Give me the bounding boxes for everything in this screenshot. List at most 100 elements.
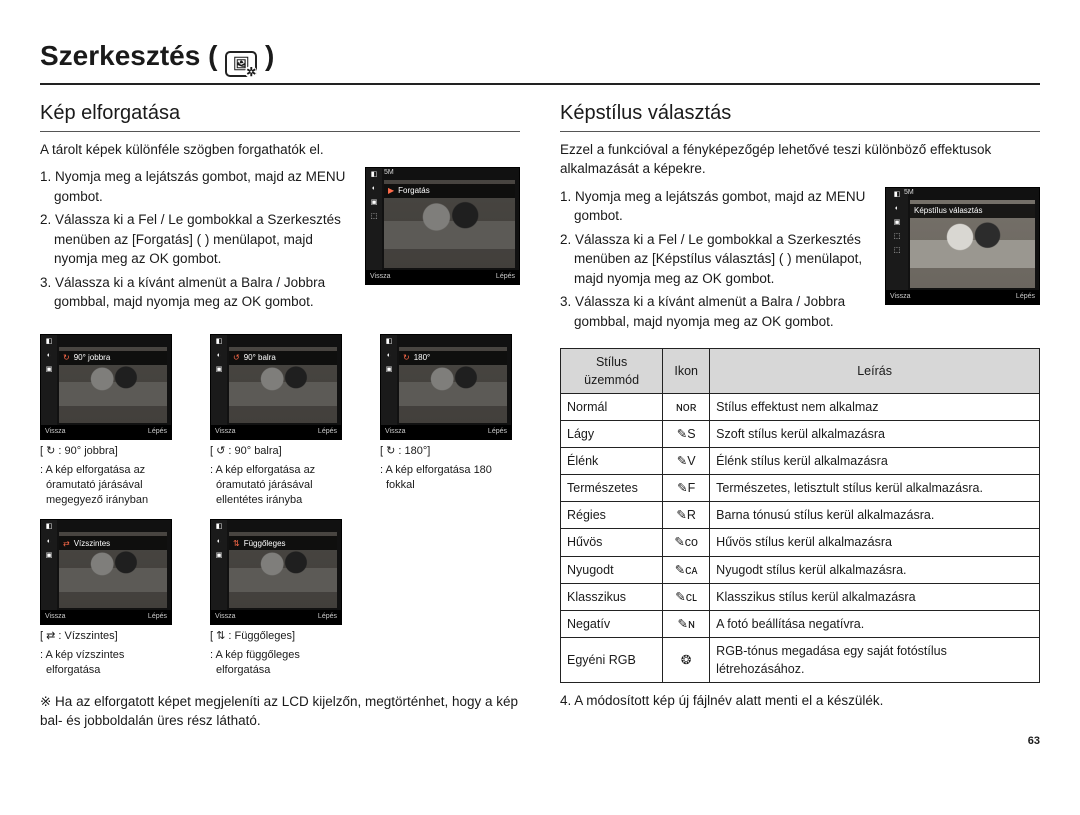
style-intro: Ezzel a funkcióval a fényképezőgép lehet…	[560, 140, 1040, 179]
style-icon: ɴᴏʀ	[663, 393, 710, 420]
thumb-caption-body: : A kép elforgatása az óramutató járásáv…	[210, 463, 350, 508]
style-step-1: 1. Nyomja meg a lejátszás gombot, majd a…	[560, 187, 873, 226]
style-row: Régies ✎R Barna tónusú stílus kerül alka…	[561, 502, 1040, 529]
style-row: Élénk ✎V Élénk stílus kerül alkalmazásra	[561, 448, 1040, 475]
style-icon: ✎ᴄʟ	[663, 583, 710, 610]
section-title-rotate: Kép elforgatása	[40, 99, 520, 132]
style-mode: Élénk	[561, 448, 663, 475]
style-icon: ✎ɴ	[663, 610, 710, 637]
thumb-band-label: 90° balra	[244, 352, 276, 364]
thumb-band-label: 180°	[414, 352, 431, 364]
style-mode: Egyéni RGB	[561, 637, 663, 682]
page-number: 63	[1028, 735, 1040, 747]
thumb-caption-head: [ ⇅ : Függőleges]	[210, 629, 350, 644]
rotate-thumbs-row-2: ◧◐▣ ⇄ Vízszintes VisszaLépés [ ⇄ : Vízsz…	[40, 519, 520, 678]
thumb-rotate-icon: ⇅	[233, 538, 240, 550]
style-mode: Természetes	[561, 475, 663, 502]
rotate-step-1: 1. Nyomja meg a lejátszás gombot, majd a…	[40, 167, 353, 206]
thumb-caption-body: : A kép elforgatása 180 fokkal	[380, 463, 520, 493]
style-mode: Nyugodt	[561, 556, 663, 583]
style-row: Nyugodt ✎ᴄᴀ Nyugodt stílus kerül alkalma…	[561, 556, 1040, 583]
thumb-caption-head: [ ↺ : 90° balra]	[210, 444, 350, 459]
title-text: Szerkesztés (	[40, 40, 217, 71]
rotate-thumb: ◧◐▣ ↻ 180° VisszaLépés [ ↻ : 180°] : A k…	[380, 334, 520, 507]
style-desc: Stílus effektust nem alkalmaz	[710, 393, 1040, 420]
style-steps-with-preview: 1. Nyomja meg a lejátszás gombot, majd a…	[560, 187, 1040, 342]
style-desc: Szoft stílus kerül alkalmazásra	[710, 420, 1040, 447]
rotate-thumbs-row-1: ◧◐▣ ↻ 90° jobbra VisszaLépés [ ↻ : 90° j…	[40, 334, 520, 507]
thumb-caption-head: [ ⇄ : Vízszintes]	[40, 629, 180, 644]
section-title-style: Képstílus választás	[560, 99, 1040, 132]
rotate-icon: ▶	[388, 185, 394, 197]
rotate-thumb: ◧◐▣ ↺ 90° balra VisszaLépés [ ↺ : 90° ba…	[210, 334, 350, 507]
style-desc: Élénk stílus kerül alkalmazásra	[710, 448, 1040, 475]
style-mode: Hűvös	[561, 529, 663, 556]
rotate-thumb: ◧◐▣ ⇅ Függőleges VisszaLépés [ ⇅ : Függő…	[210, 519, 350, 678]
style-mode: Lágy	[561, 420, 663, 447]
style-row: Negatív ✎ɴ A fotó beállítása negatívra.	[561, 610, 1040, 637]
rotate-step-2: 2. Válassza ki a Fel / Le gombokkal a Sz…	[40, 210, 353, 269]
style-row: Normál ɴᴏʀ Stílus effektust nem alkalmaz	[561, 393, 1040, 420]
style-steps: 1. Nyomja meg a lejátszás gombot, majd a…	[560, 187, 873, 332]
style-desc: RGB-tónus megadása egy saját fotóstílus …	[710, 637, 1040, 682]
rotate-large-preview: ◧◐▣⬚ 5M ▶ Forgatás Vissza Lépés	[365, 167, 520, 322]
thumb-rotate-icon: ⇄	[63, 538, 70, 550]
style-desc: Természetes, letisztult stílus kerül alk…	[710, 475, 1040, 502]
style-mode: Negatív	[561, 610, 663, 637]
style-icon: ✎ᴄᴀ	[663, 556, 710, 583]
style-row: Lágy ✎S Szoft stílus kerül alkalmazásra	[561, 420, 1040, 447]
col-mode: Stílus üzemmód	[561, 348, 663, 393]
style-icon: ❂	[663, 637, 710, 682]
title-close: )	[265, 40, 274, 71]
thumb-band-label: Vízszintes	[74, 538, 110, 550]
thumb-rotate-icon: ↺	[233, 352, 240, 364]
style-icon: ✎ᴄᴏ	[663, 529, 710, 556]
thumb-caption-head: [ ↻ : 90° jobbra]	[40, 444, 180, 459]
thumb-band-label: 90° jobbra	[74, 352, 111, 364]
manual-page: Szerkesztés ( 🖼 ) Kép elforgatása A táro…	[40, 40, 1040, 731]
style-band-label: Képstílus választás	[914, 205, 982, 217]
style-mode: Klasszikus	[561, 583, 663, 610]
rotate-intro: A tárolt képek különféle szögben forgath…	[40, 140, 520, 160]
style-row: Természetes ✎F Természetes, letisztult s…	[561, 475, 1040, 502]
edit-mode-icon: 🖼	[225, 51, 257, 77]
style-mode: Régies	[561, 502, 663, 529]
rotate-step-3: 3. Válassza ki a kívánt almenüt a Balra …	[40, 273, 353, 312]
left-column: Kép elforgatása A tárolt képek különféle…	[40, 99, 520, 732]
style-desc: Nyugodt stílus kerül alkalmazásra.	[710, 556, 1040, 583]
style-icon: ✎V	[663, 448, 710, 475]
style-table-header-row: Stílus üzemmód Ikon Leírás	[561, 348, 1040, 393]
rotate-steps-with-preview: 1. Nyomja meg a lejátszás gombot, majd a…	[40, 167, 520, 322]
rotate-thumb: ◧◐▣ ↻ 90° jobbra VisszaLépés [ ↻ : 90° j…	[40, 334, 180, 507]
style-table: Stílus üzemmód Ikon Leírás Normál ɴᴏʀ St…	[560, 348, 1040, 684]
style-mode: Normál	[561, 393, 663, 420]
thumb-rotate-icon: ↻	[403, 352, 410, 364]
rotate-thumb: ◧◐▣ ⇄ Vízszintes VisszaLépés [ ⇄ : Vízsz…	[40, 519, 180, 678]
thumb-caption-body: : A kép függőleges elforgatása	[210, 648, 350, 678]
style-desc: Hűvös stílus kerül alkalmazásra	[710, 529, 1040, 556]
thumb-rotate-icon: ↻	[63, 352, 70, 364]
right-column: Képstílus választás Ezzel a funkcióval a…	[560, 99, 1040, 732]
style-row: Hűvös ✎ᴄᴏ Hűvös stílus kerül alkalmazásr…	[561, 529, 1040, 556]
col-icon: Ikon	[663, 348, 710, 393]
style-desc: Klasszikus stílus kerül alkalmazásra	[710, 583, 1040, 610]
style-step-2: 2. Válassza ki a Fel / Le gombokkal a Sz…	[560, 230, 873, 289]
style-row: Egyéni RGB ❂ RGB-tónus megadása egy sajá…	[561, 637, 1040, 682]
style-icon: ✎S	[663, 420, 710, 447]
style-step-4: 4. A módosított kép új fájlnév alatt men…	[560, 691, 1040, 711]
style-step-3: 3. Válassza ki a kívánt almenüt a Balra …	[560, 292, 873, 331]
rotate-note: ※ Ha az elforgatott képet megjeleníti az…	[40, 692, 520, 731]
rotate-band-label: Forgatás	[398, 185, 430, 197]
page-title: Szerkesztés ( 🖼 )	[40, 40, 1040, 85]
style-icon: ✎R	[663, 502, 710, 529]
two-column-layout: Kép elforgatása A tárolt képek különféle…	[40, 99, 1040, 732]
style-desc: A fotó beállítása negatívra.	[710, 610, 1040, 637]
thumb-caption-head: [ ↻ : 180°]	[380, 444, 520, 459]
thumb-caption-body: : A kép elforgatása az óramutató járásáv…	[40, 463, 180, 508]
style-large-preview: ◧◐▣⬚⬚ 5M Képstílus választás Vissza Lépé…	[885, 187, 1040, 342]
style-icon: ✎F	[663, 475, 710, 502]
thumb-band-label: Függőleges	[244, 538, 286, 550]
thumb-caption-body: : A kép vízszintes elforgatása	[40, 648, 180, 678]
style-row: Klasszikus ✎ᴄʟ Klasszikus stílus kerül a…	[561, 583, 1040, 610]
style-desc: Barna tónusú stílus kerül alkalmazásra.	[710, 502, 1040, 529]
